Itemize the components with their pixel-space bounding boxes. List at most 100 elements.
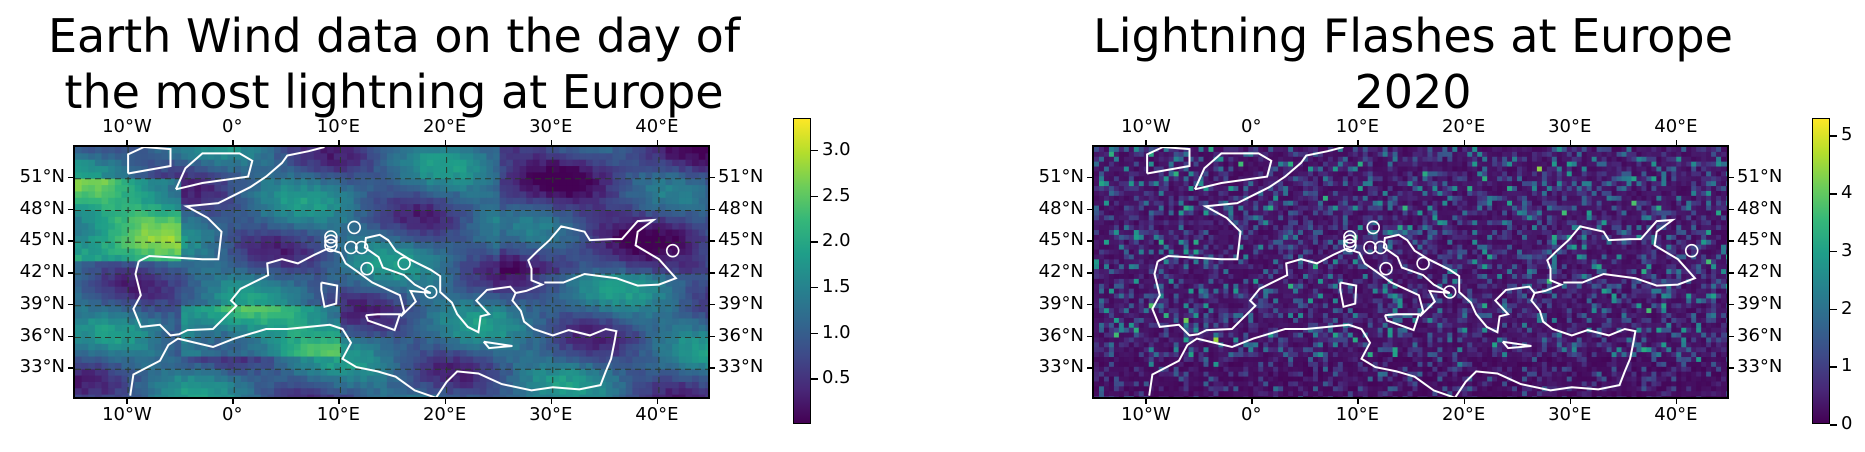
lon-tick-top: 0°: [1241, 116, 1262, 137]
coastline: [482, 340, 513, 350]
lightning-marker: [1442, 285, 1457, 299]
lat-tick-mark: [710, 176, 715, 179]
lat-tick-mark: [710, 208, 715, 210]
lat-tick-mark: [1729, 176, 1734, 179]
lat-tick-mark: [1729, 208, 1734, 210]
coastline: [1193, 152, 1273, 191]
lightning-marker: [360, 261, 374, 276]
lon-tick-mark: [1251, 140, 1253, 145]
lat-tick-right: 42°N: [718, 261, 764, 282]
lon-tick-top: 30°E: [529, 116, 573, 137]
coastline: [1151, 218, 1697, 337]
lat-tick-right: 45°N: [1737, 229, 1783, 251]
lat-tick-right: 39°N: [1737, 292, 1783, 314]
lightning-marker: [1684, 243, 1699, 258]
colorbar-tick-mark: [1830, 135, 1837, 137]
coastline: [1148, 292, 1637, 397]
lightning-marker: [1416, 256, 1430, 271]
coastline: [1146, 147, 1191, 175]
lat-tick-mark: [1729, 335, 1734, 337]
chart-2-title-line1: Lightning Flashes at Europe: [1093, 9, 1733, 63]
lat-tick-mark: [68, 335, 73, 337]
lon-tick-mark: [550, 140, 553, 145]
lat-tick-mark: [1087, 240, 1092, 242]
chart-2-title-line2: 2020: [1354, 65, 1472, 119]
lon-tick-bottom: 0°: [222, 404, 243, 425]
lon-tick-mark: [1569, 140, 1572, 145]
coastline: [132, 218, 678, 337]
lat-tick-mark: [1087, 303, 1092, 306]
lat-tick-left: 39°N: [19, 292, 65, 314]
lat-tick-right: 51°N: [1737, 165, 1783, 187]
colorbar-tick-label: 1: [1841, 355, 1853, 377]
lat-tick-left: 42°N: [1038, 261, 1084, 282]
lat-tick-right: 36°N: [718, 324, 764, 346]
lon-tick-bottom: 30°E: [1548, 404, 1592, 425]
colorbar-tick-mark: [811, 332, 818, 335]
lon-tick-bottom: 10°E: [316, 404, 361, 425]
lon-tick-top: 20°E: [422, 116, 467, 137]
lon-tick-mark: [1145, 399, 1147, 404]
lon-tick-mark: [1357, 399, 1359, 404]
colorbar-tick-mark: [811, 378, 818, 380]
coastline: [1501, 340, 1532, 350]
lon-tick-bottom: 10°W: [102, 404, 152, 425]
lon-tick-mark: [444, 399, 447, 404]
chart-2-heatmap-svg: [1094, 147, 1727, 397]
lon-tick-mark: [1357, 140, 1359, 145]
lon-tick-top: 0°: [222, 116, 243, 137]
coastline: [364, 313, 402, 332]
lon-tick-bottom: 30°E: [529, 404, 573, 425]
chart-2-title: Lightning Flashes at Europe 2020: [963, 8, 1863, 120]
lon-tick-mark: [656, 140, 659, 145]
lightning-marker: [324, 230, 338, 244]
lon-tick-mark: [232, 140, 234, 145]
colorbar-tick-label: 0.5: [822, 367, 851, 389]
colorbar-tick-mark: [1830, 308, 1837, 311]
lat-tick-mark: [68, 272, 73, 274]
chart-1-title: Earth Wind data on the day of the most l…: [0, 8, 844, 120]
colorbar-tick-mark: [811, 286, 818, 289]
chart-1-map: [73, 145, 710, 399]
lon-tick-mark: [232, 399, 234, 404]
colorbar-tick-label: 1.0: [822, 321, 851, 343]
chart-2-map: [1092, 145, 1729, 399]
lon-tick-bottom: 40°E: [1654, 404, 1698, 425]
lon-tick-bottom: 20°E: [1441, 404, 1486, 425]
lon-tick-mark: [126, 399, 128, 404]
lightning-marker: [347, 220, 362, 235]
lat-tick-mark: [68, 176, 73, 179]
lon-tick-bottom: 20°E: [422, 404, 467, 425]
coastline: [1383, 313, 1421, 332]
lat-tick-mark: [1087, 335, 1092, 337]
coastline: [320, 281, 339, 309]
lon-tick-top: 10°W: [1121, 116, 1171, 137]
lat-tick-mark: [710, 240, 715, 242]
colorbar-tick-label: 3: [1841, 239, 1853, 261]
lat-tick-left: 33°N: [1038, 356, 1084, 378]
colorbar-tick-label: 2.0: [822, 230, 851, 252]
lon-tick-top: 30°E: [1548, 116, 1592, 137]
coastline: [127, 147, 172, 175]
lightning-marker: [1366, 220, 1381, 235]
lat-tick-right: 42°N: [1737, 261, 1783, 282]
colorbar-tick-mark: [1830, 366, 1837, 368]
lat-tick-left: 48°N: [19, 197, 65, 219]
lat-tick-mark: [710, 303, 715, 306]
coastline: [129, 292, 618, 397]
lat-tick-right: 45°N: [718, 229, 764, 251]
lat-tick-left: 36°N: [19, 324, 65, 346]
lon-tick-top: 10°E: [316, 116, 361, 137]
lightning-marker: [354, 240, 369, 255]
lat-tick-mark: [68, 208, 73, 210]
heatmap-cells: [1094, 147, 1727, 397]
lat-tick-right: 39°N: [718, 292, 764, 314]
colorbar-tick-label: 2.5: [822, 184, 851, 206]
lat-tick-left: 51°N: [1038, 165, 1084, 187]
lon-tick-mark: [1675, 140, 1678, 145]
colorbar-tick-mark: [1830, 193, 1837, 195]
lightning-marker: [423, 285, 438, 299]
lon-tick-mark: [550, 399, 553, 404]
lat-tick-mark: [1729, 240, 1734, 242]
lon-tick-bottom: 10°E: [1335, 404, 1380, 425]
